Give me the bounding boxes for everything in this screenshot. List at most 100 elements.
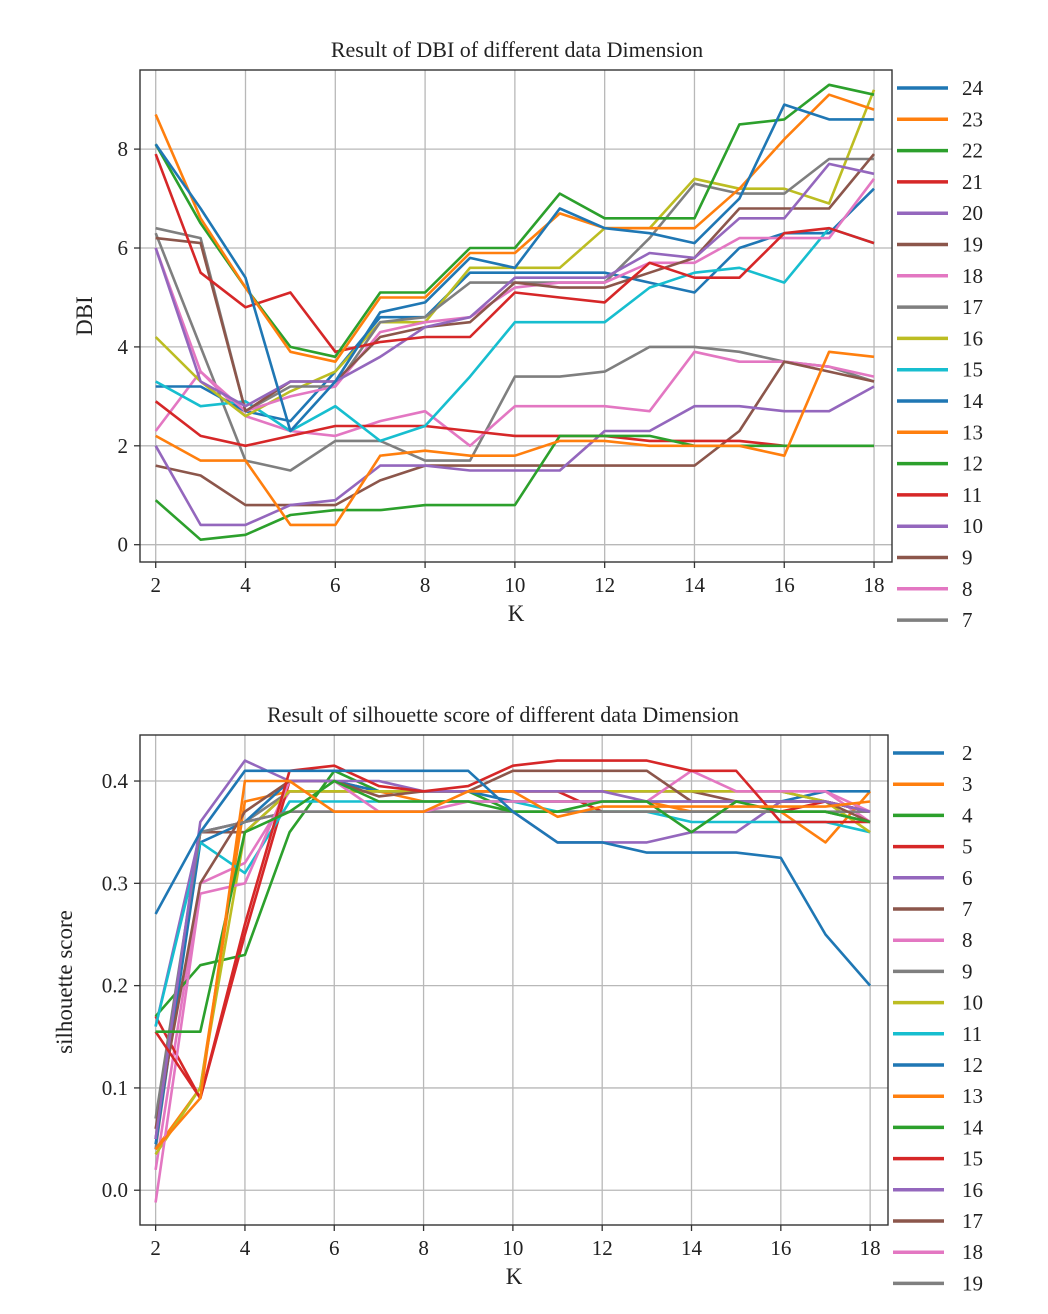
- dbi-series-line-15: [155, 226, 875, 443]
- dbi-legend-label: 15: [962, 358, 983, 382]
- silhouette-y-ticks: 0.0 0.1 0.2 0.3 0.4: [102, 769, 140, 1202]
- dbi-series-line-14: [155, 187, 875, 423]
- silhouette-xtick-label: 6: [329, 1236, 340, 1260]
- dbi-chart-title: Result of DBI of different data Dimensio…: [331, 37, 703, 62]
- dbi-xtick-label: 4: [240, 573, 251, 597]
- dbi-legend-label: 19: [962, 233, 983, 257]
- silhouette-ytick-label: 0.2: [102, 974, 128, 998]
- silhouette-ytick-label: 0.0: [102, 1178, 128, 1202]
- dbi-series-line-23: [154, 93, 875, 364]
- dbi-legend-label: 8: [962, 577, 973, 601]
- dbi-chart: Result of DBI of different data Dimensio…: [72, 37, 984, 632]
- silhouette-legend-label: 4: [962, 803, 973, 827]
- dbi-legend-label: 13: [962, 420, 983, 444]
- dbi-legend-label: 10: [962, 514, 983, 538]
- dbi-y-axis-label: DBI: [72, 296, 97, 336]
- dbi-series-line-18: [154, 178, 876, 413]
- silhouette-legend-label: 2: [962, 741, 973, 765]
- dbi-xtick-label: 16: [774, 573, 795, 597]
- silhouette-ytick-label: 0.1: [102, 1076, 128, 1100]
- dbi-xtick-label: 2: [150, 573, 161, 597]
- silhouette-legend-label: 11: [962, 1022, 982, 1046]
- dbi-xtick-label: 12: [594, 573, 615, 597]
- dbi-ytick-label: 0: [118, 533, 129, 557]
- dbi-series-line-10: [154, 385, 875, 527]
- dbi-legend-label: 14: [962, 389, 984, 413]
- dbi-series-line-21: [154, 153, 875, 354]
- silhouette-legend-label: 12: [962, 1053, 983, 1077]
- silhouette-legend-label: 8: [962, 928, 973, 952]
- silhouette-xtick-label: 16: [770, 1236, 791, 1260]
- silhouette-legend-label: 18: [962, 1240, 983, 1264]
- dbi-series-line-7: [154, 232, 875, 472]
- dbi-legend-label: 24: [962, 76, 984, 100]
- dbi-x-ticks: 2 4 6 8 10 12 14 16 18: [150, 562, 885, 597]
- silhouette-legend-label: 14: [962, 1115, 984, 1139]
- dbi-xtick-label: 8: [420, 573, 431, 597]
- dbi-series-line-11: [154, 400, 874, 448]
- dbi-legend-label: 16: [962, 326, 983, 350]
- dbi-legend-label: 9: [962, 546, 973, 570]
- silhouette-xtick-label: 4: [240, 1236, 251, 1260]
- dbi-x-axis-label: K: [508, 601, 525, 626]
- silhouette-legend-label: 19: [962, 1271, 983, 1295]
- dbi-series: [154, 83, 876, 542]
- silhouette-legend-label: 13: [962, 1084, 983, 1108]
- silhouette-series-line-5: [154, 759, 871, 1100]
- dbi-series-line-19: [155, 153, 876, 413]
- dbi-legend-label: 20: [962, 201, 983, 225]
- silhouette-legend-label: 16: [962, 1178, 983, 1202]
- silhouette-legend-label: 10: [962, 991, 983, 1015]
- silhouette-legend-label: 17: [962, 1209, 983, 1233]
- dbi-xtick-label: 14: [684, 573, 706, 597]
- silhouette-series-line-3: [154, 779, 871, 1151]
- silhouette-legend: 2 3 4 5 6 7 8 9 10 11 12 13 14 15 16 17 18 19: [893, 741, 984, 1295]
- silhouette-legend-label: 5: [962, 835, 973, 859]
- silhouette-legend-label: 9: [962, 959, 973, 983]
- silhouette-series-line-2: [154, 769, 872, 987]
- dbi-series-line-20: [154, 162, 875, 408]
- dbi-legend-label: 7: [962, 608, 973, 632]
- silhouette-xtick-label: 8: [418, 1236, 429, 1260]
- dbi-series-line-13: [155, 350, 875, 527]
- silhouette-plot-frame: [139, 734, 889, 1226]
- dbi-series-line-8: [154, 350, 875, 448]
- dbi-ytick-label: 2: [118, 434, 129, 458]
- silhouette-chart: Result of silhouette score of different …: [52, 702, 984, 1295]
- dbi-series-line-24: [154, 103, 874, 433]
- dbi-legend-label: 21: [962, 170, 983, 194]
- dbi-legend-label: 23: [962, 107, 983, 131]
- dbi-legend-label: 18: [962, 264, 983, 288]
- silhouette-gridlines: [140, 735, 888, 1225]
- silhouette-x-axis-label: K: [506, 1264, 523, 1289]
- dbi-legend-label: 12: [962, 452, 983, 476]
- dbi-ytick-label: 6: [118, 236, 129, 260]
- silhouette-xtick-label: 2: [150, 1236, 161, 1260]
- silhouette-series-line-8: [154, 769, 871, 1203]
- silhouette-legend-label: 7: [962, 897, 973, 921]
- dbi-y-ticks: 0 2 4 6 8: [118, 137, 140, 557]
- silhouette-xtick-label: 14: [681, 1236, 703, 1260]
- dbi-xtick-label: 10: [504, 573, 525, 597]
- dbi-plot-frame: [139, 69, 893, 563]
- silhouette-legend-label: 3: [962, 772, 973, 796]
- dbi-legend: 24 23 22 21 20 19 18 17 16 15 14 13 12 11 10 9 8 7: [897, 76, 984, 632]
- silhouette-legend-label: 15: [962, 1147, 983, 1171]
- silhouette-y-axis-label: silhouette score: [52, 910, 77, 1054]
- silhouette-xtick-label: 18: [860, 1236, 881, 1260]
- silhouette-x-ticks: 2 4 6 8 10 12 14 16 18: [150, 1225, 881, 1260]
- silhouette-legend-label: 6: [962, 866, 973, 890]
- dbi-legend-label: 17: [962, 295, 983, 319]
- silhouette-series: [154, 759, 872, 1203]
- dbi-series-line-22: [154, 83, 875, 359]
- dbi-xtick-label: 18: [864, 573, 885, 597]
- dbi-ytick-label: 4: [118, 335, 129, 359]
- silhouette-chart-title: Result of silhouette score of different …: [267, 702, 739, 727]
- silhouette-xtick-label: 12: [592, 1236, 613, 1260]
- dbi-legend-label: 22: [962, 139, 983, 163]
- silhouette-ytick-label: 0.3: [102, 871, 128, 895]
- dbi-legend-label: 11: [962, 483, 982, 507]
- silhouette-xtick-label: 10: [502, 1236, 523, 1260]
- silhouette-ytick-label: 0.4: [102, 769, 129, 793]
